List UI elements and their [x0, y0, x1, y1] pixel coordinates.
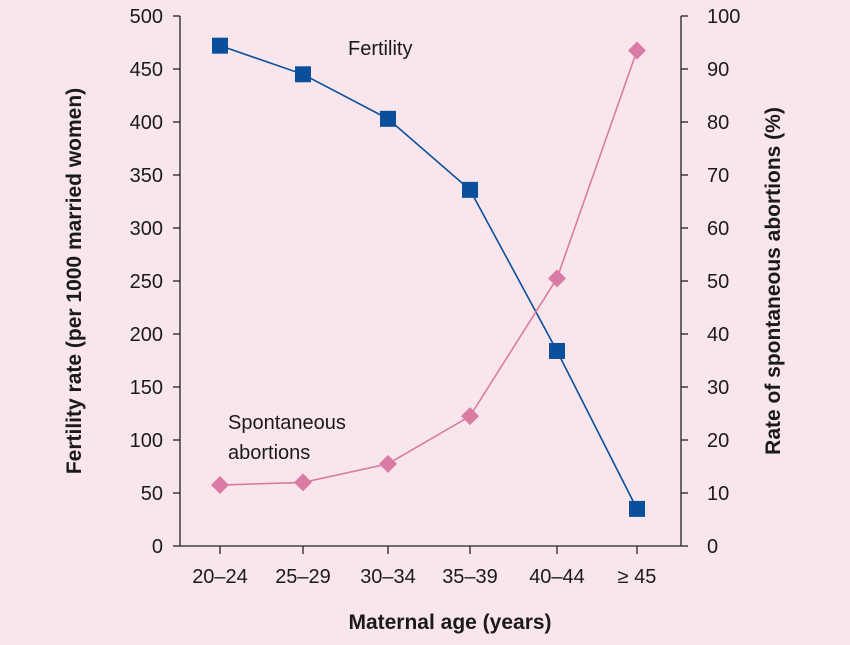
y2-tick-label: 100 [707, 6, 740, 28]
annotation-fertility: Fertility [348, 38, 412, 60]
y2-tick-label: 10 [707, 483, 729, 505]
y2-tick-label: 90 [707, 59, 729, 81]
y2-tick-label: 60 [707, 218, 729, 240]
series-markers [211, 37, 646, 517]
ticks: 0 50 100 150 200 250 300 350 400 450 500 0 10 20 30 40 5… [130, 6, 741, 588]
x-tick-label: 30–34 [360, 566, 416, 588]
y-tick-label: 450 [130, 59, 163, 81]
y-tick-label: 300 [130, 218, 163, 240]
abortion-point [461, 407, 479, 426]
y-tick-label: 250 [130, 271, 163, 293]
x-tick-label: 25–29 [275, 566, 331, 588]
abortion-point [211, 476, 229, 495]
y-tick-label: 500 [130, 6, 163, 28]
y-tick-label: 200 [130, 324, 163, 346]
y2-tick-label: 0 [707, 536, 718, 558]
fertility-point [549, 342, 565, 359]
abortion-point [628, 41, 646, 60]
y-tick-label: 100 [130, 430, 163, 452]
y-tick-label: 350 [130, 165, 163, 187]
y-tick-label: 400 [130, 112, 163, 134]
x-tick-label: 35–39 [442, 566, 498, 588]
y-tick-label: 0 [152, 536, 163, 558]
x-tick-label: 40–44 [529, 566, 585, 588]
series-line-0 [219, 44, 638, 510]
y2-tick-label: 40 [707, 324, 729, 346]
fertility-point [295, 66, 311, 83]
axes [179, 16, 682, 547]
y2-tick-label: 80 [707, 112, 729, 134]
fertility-point [462, 181, 478, 198]
y2-tick-label: 20 [707, 430, 729, 452]
y-axis-title: Fertility rate (per 1000 married women) [63, 88, 86, 474]
fertility-point [629, 500, 645, 517]
y2-tick-label: 70 [707, 165, 729, 187]
x-tick-label: 20–24 [192, 566, 248, 588]
x-tick-label: ≥ 45 [618, 566, 657, 588]
series-line-1 [219, 50, 638, 486]
fertility-point [212, 37, 228, 54]
fertility-point [380, 110, 396, 127]
annotation-spontaneous: Spontaneous [228, 412, 346, 434]
x-axis-title: Maternal age (years) [348, 611, 551, 634]
y-tick-label: 150 [130, 377, 163, 399]
annotation-abortions: abortions [228, 442, 310, 464]
y2-tick-label: 30 [707, 377, 729, 399]
abortion-point [379, 454, 397, 473]
y2-axis-title: Rate of spontaneous abortions (%) [762, 107, 785, 455]
series-lines [219, 44, 638, 510]
y2-tick-label: 50 [707, 271, 729, 293]
abortion-point [548, 269, 566, 288]
abortion-point [294, 473, 312, 492]
y-tick-label: 50 [141, 483, 163, 505]
